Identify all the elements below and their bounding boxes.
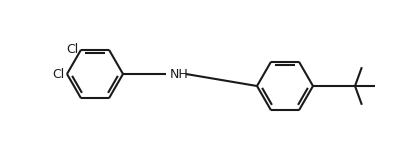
Text: Cl: Cl [66,43,78,56]
Text: Cl: Cl [52,67,64,81]
Text: NH: NH [170,67,189,81]
